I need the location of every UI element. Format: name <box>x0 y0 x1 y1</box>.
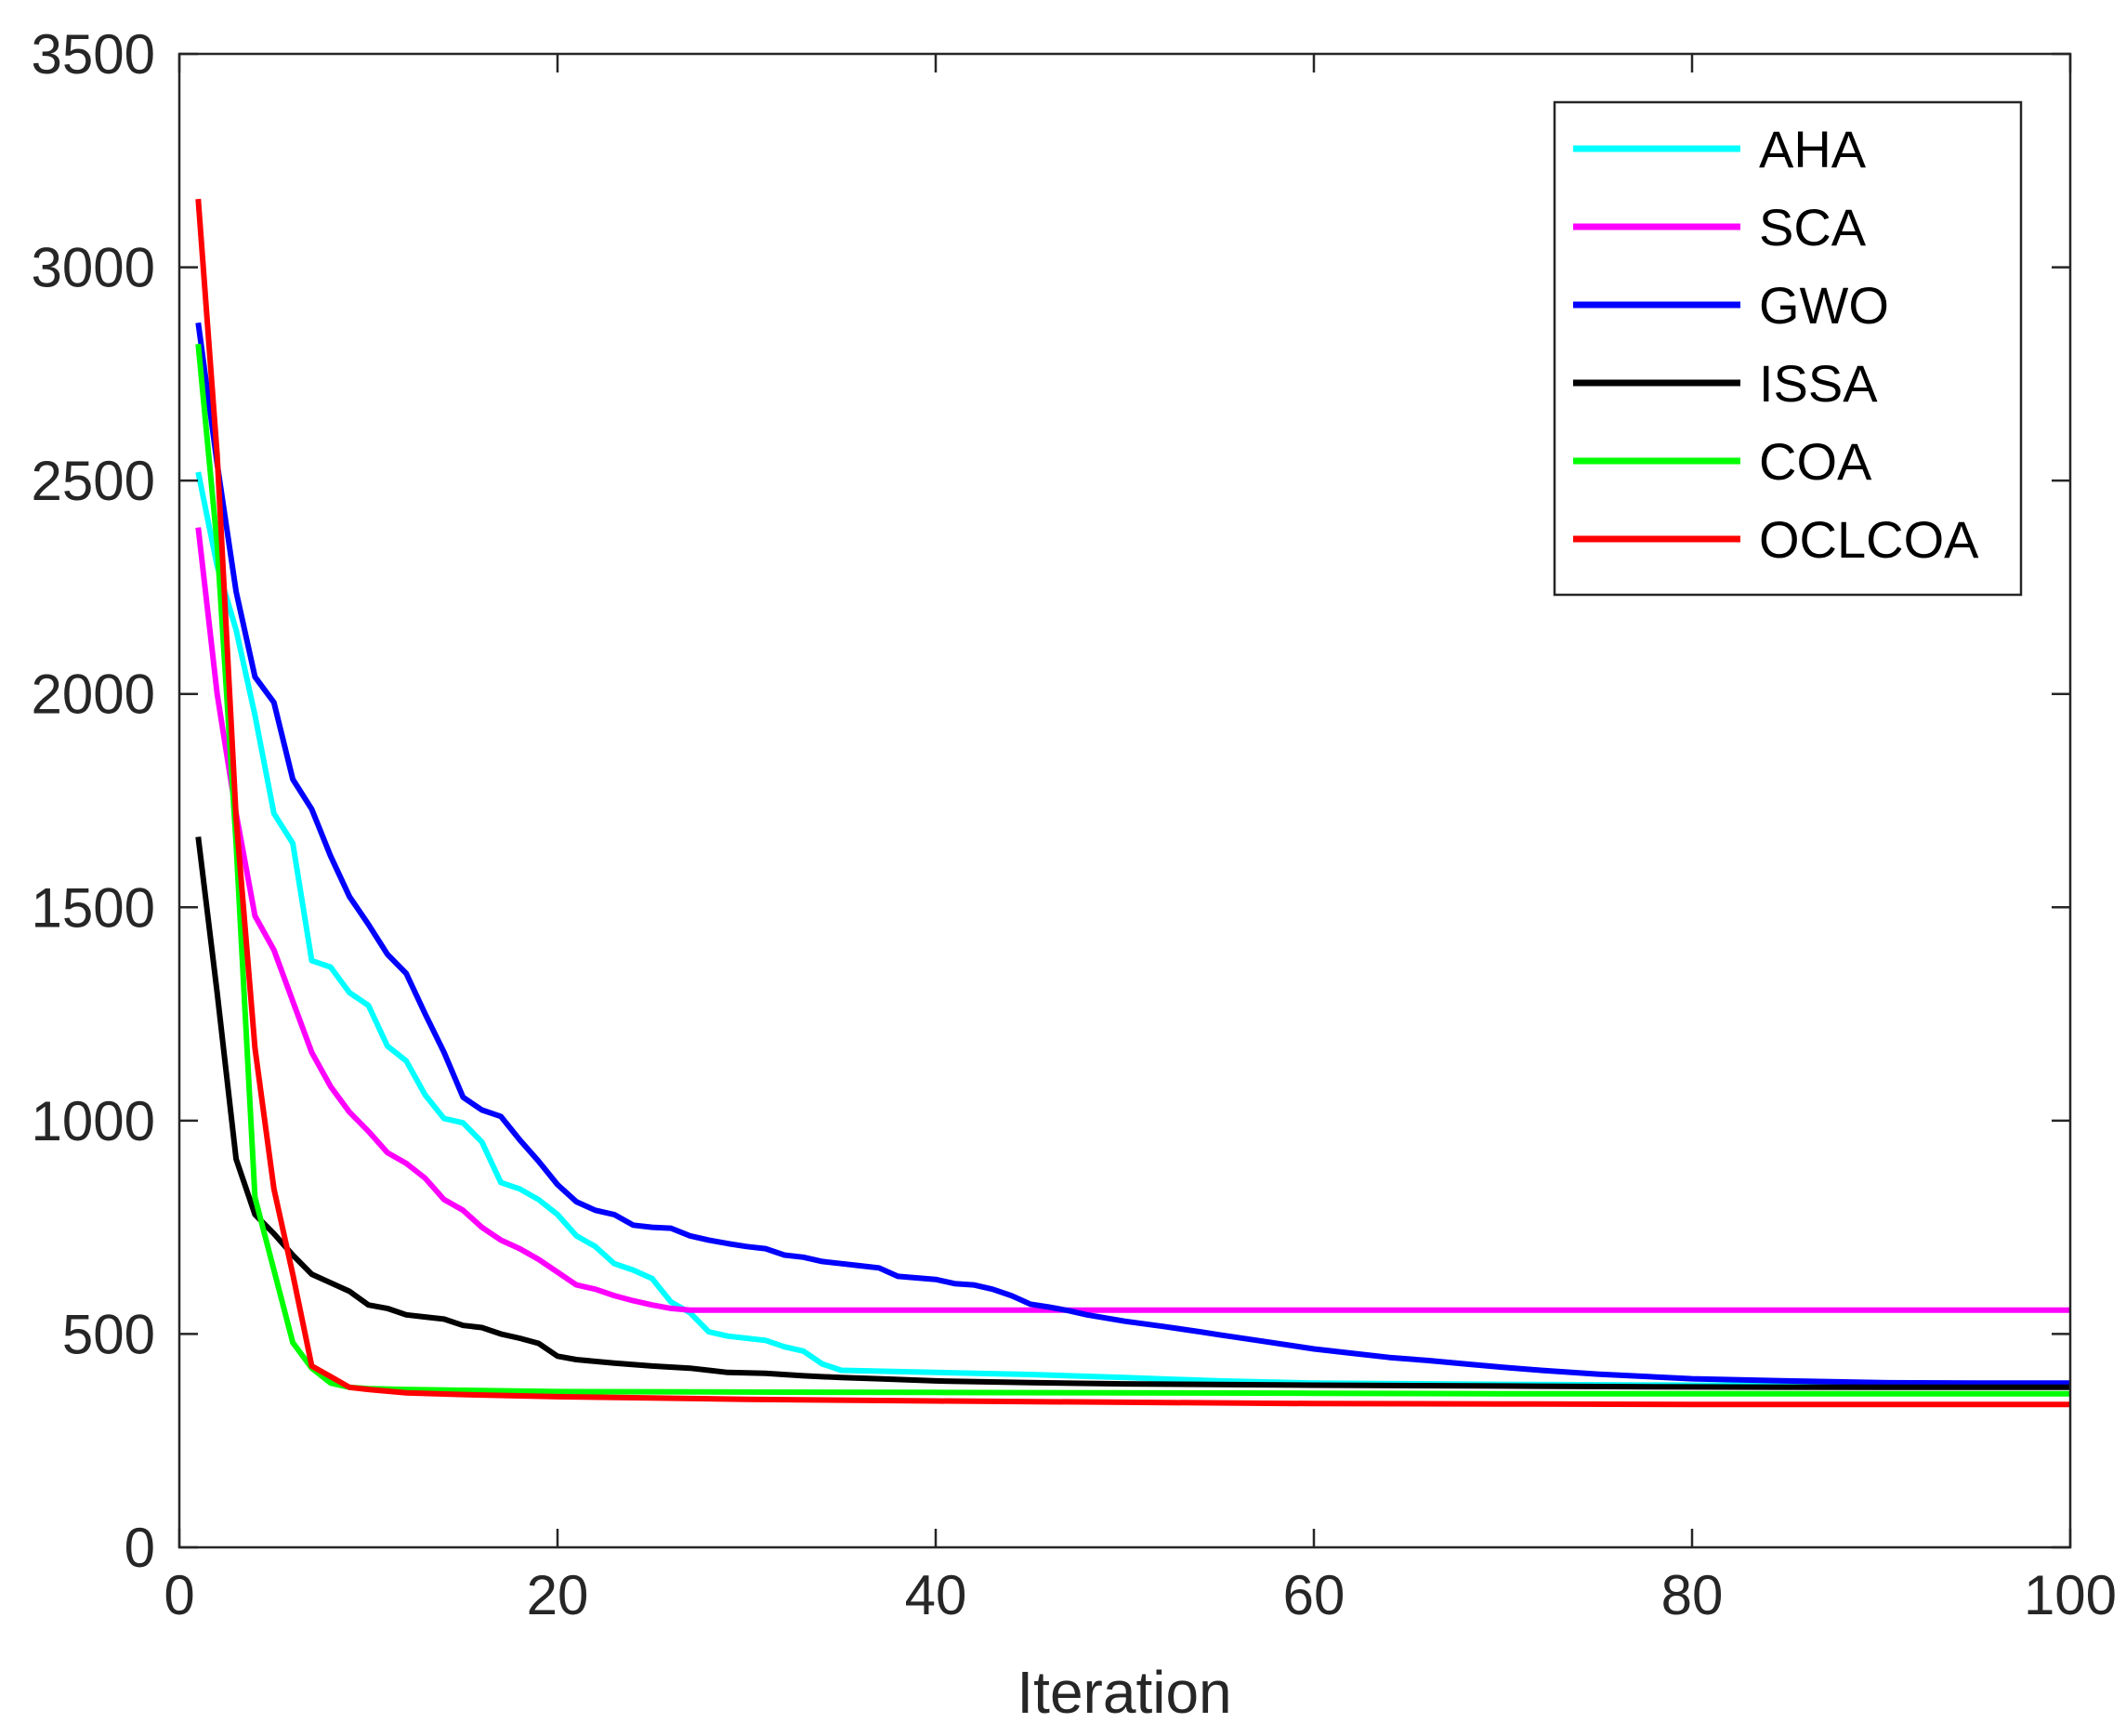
legend-label-issa: ISSA <box>1759 354 1878 413</box>
legend-label-sca: SCA <box>1759 198 1867 256</box>
legend-label-aha: AHA <box>1759 120 1867 178</box>
x-tick-label: 20 <box>527 1564 589 1626</box>
y-tick-label: 0 <box>125 1517 155 1579</box>
y-tick-label: 500 <box>62 1303 155 1365</box>
legend-label-gwo: GWO <box>1759 276 1889 335</box>
y-tick-label: 3000 <box>32 237 155 299</box>
legend: AHA SCA GWO ISSA COA OCLCOA <box>1553 100 2023 597</box>
legend-label-coa: COA <box>1759 432 1872 491</box>
plot-frame <box>177 52 2072 1549</box>
series-line-issa <box>195 836 2070 1390</box>
x-tick-label: 80 <box>1661 1564 1724 1626</box>
y-tick-label: 2500 <box>32 450 155 512</box>
series-line-sca <box>195 527 2070 1313</box>
series-line-aha <box>195 471 2070 1388</box>
series-layer <box>195 198 2070 1408</box>
y-tick-label: 1000 <box>32 1090 155 1152</box>
x-tick-label: 100 <box>2024 1564 2117 1626</box>
series-line-gwo <box>195 322 2070 1387</box>
legend-box <box>1553 100 2023 597</box>
y-tick-label: 2000 <box>32 664 155 726</box>
y-tick-label: 1500 <box>32 876 155 939</box>
x-tick-label: 60 <box>1283 1564 1345 1626</box>
x-tick-label: 40 <box>905 1564 967 1626</box>
axes-layer <box>177 52 2072 1549</box>
legend-label-oclcoa: OCLCOA <box>1759 510 1979 569</box>
series-line-coa <box>195 343 2070 1397</box>
x-axis-title: Iteration <box>1017 1659 1231 1726</box>
y-tick-label: 3500 <box>32 23 155 85</box>
x-tick-label: 0 <box>164 1564 194 1626</box>
series-line-oclcoa <box>195 198 2070 1408</box>
